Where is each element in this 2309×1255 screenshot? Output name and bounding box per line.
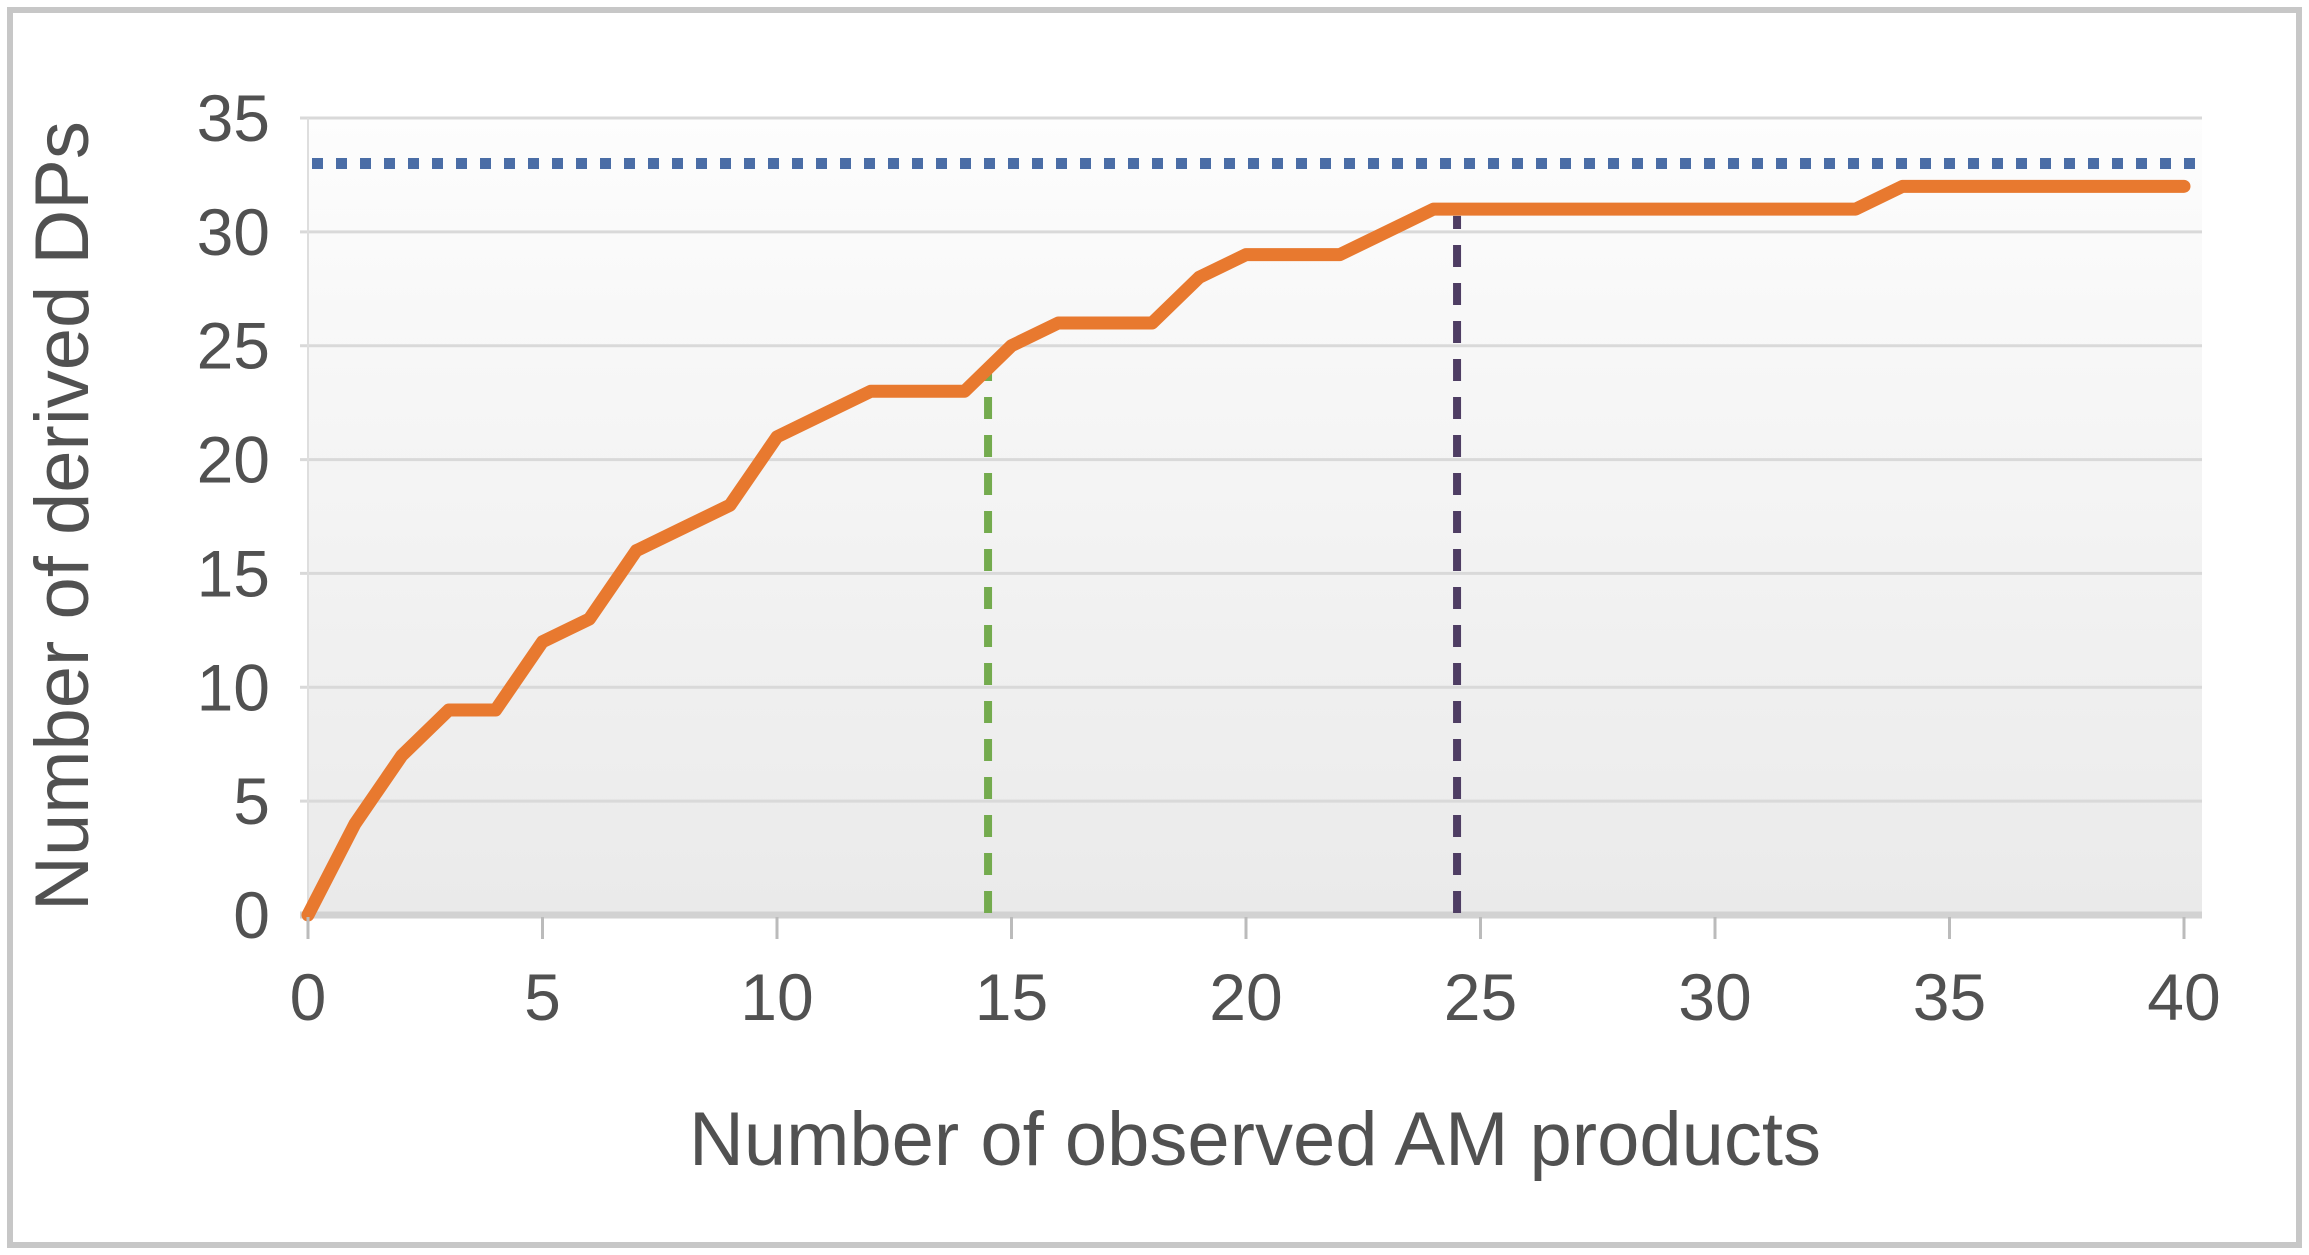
y-tick-label-5: 5 [233, 764, 270, 838]
x-tick-label-35: 35 [1913, 960, 1986, 1034]
y-tick-label-25: 25 [197, 309, 270, 383]
series-line-derived-dps-accumulation [301, 179, 2191, 922]
y-axis-title: Number of derived DPs [20, 121, 105, 911]
x-tick-label-25: 25 [1444, 960, 1517, 1034]
x-tick-label-15: 15 [975, 960, 1048, 1034]
reference-lines [312, 158, 2202, 913]
y-tick-label-0: 0 [233, 878, 270, 952]
data-series [301, 179, 2191, 922]
y-tick-label-15: 15 [197, 536, 270, 610]
x-tick-label-5: 5 [524, 960, 561, 1034]
plot-area [308, 118, 2202, 915]
x-tick-label-10: 10 [740, 960, 813, 1034]
x-axis-title: Number of observed AM products [689, 1097, 1821, 1182]
y-tick-label-30: 30 [197, 195, 270, 269]
y-axis-tick-labels: 0 5 10 15 20 25 30 35 [197, 81, 270, 952]
y-tick-label-20: 20 [197, 423, 270, 497]
y-tick-label-10: 10 [197, 650, 270, 724]
figure-border [7, 7, 2302, 1248]
x-tick-label-0: 0 [290, 960, 327, 1034]
x-tick-label-30: 30 [1678, 960, 1751, 1034]
y-tick-label-35: 35 [197, 81, 270, 155]
x-axis-ticks [306, 917, 2186, 939]
x-tick-label-20: 20 [1209, 960, 1282, 1034]
x-tick-label-40: 40 [2147, 960, 2220, 1034]
x-axis-tick-labels: 0 5 10 15 20 25 30 35 40 [290, 960, 2221, 1034]
